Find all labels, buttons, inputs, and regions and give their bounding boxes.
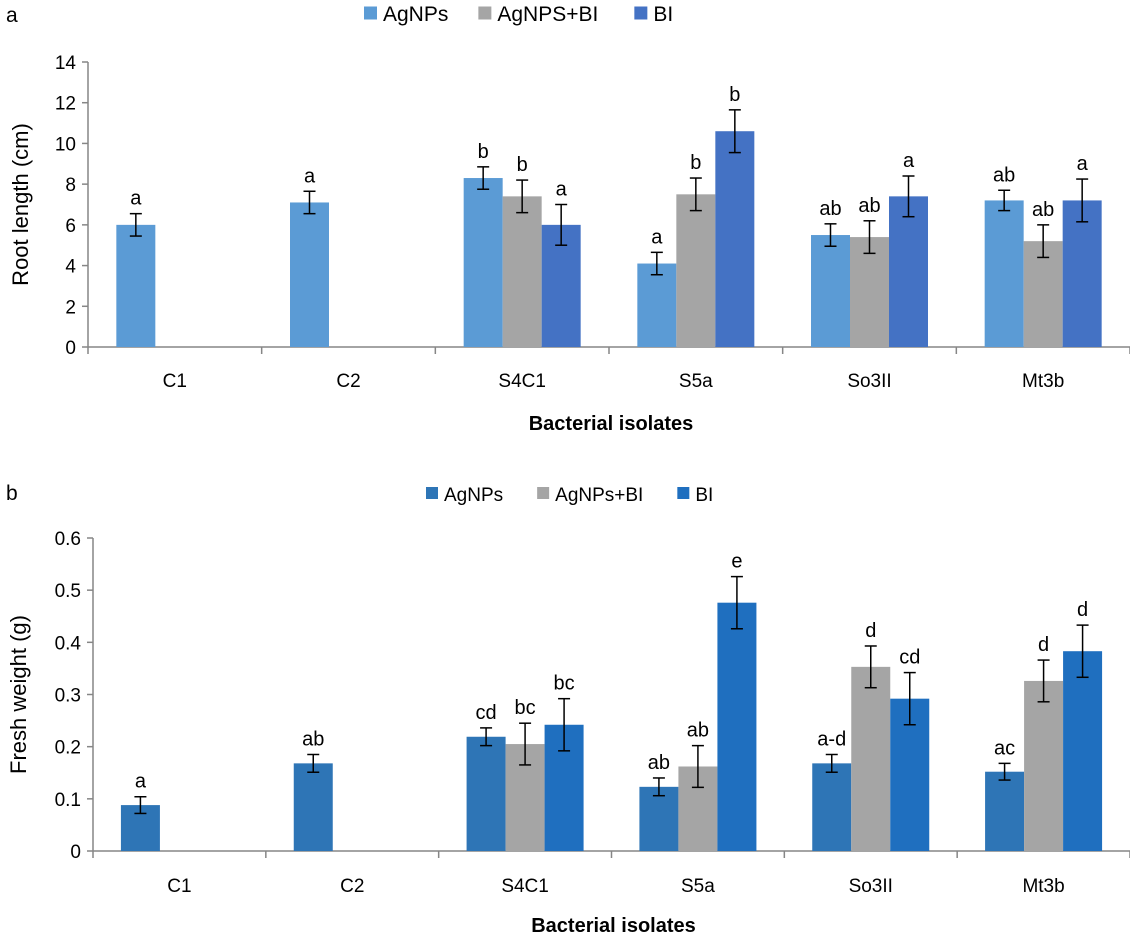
bar: [850, 237, 889, 347]
significance-label: ab: [993, 164, 1015, 186]
y-tick-label: 0.3: [55, 686, 81, 707]
y-tick-label: 0.1: [55, 790, 81, 811]
significance-label: cd: [476, 702, 497, 724]
significance-label: a: [903, 150, 915, 172]
significance-label: d: [865, 620, 876, 642]
bar: [715, 131, 755, 347]
y-tick-label: 6: [65, 216, 76, 237]
bar: [889, 196, 928, 347]
bar: [676, 194, 716, 347]
significance-label: e: [731, 551, 742, 573]
legend-swatch: [478, 6, 492, 20]
y-tick-label: 10: [55, 134, 76, 155]
significance-label: a: [651, 226, 663, 248]
y-axis-label: Fresh weight (g): [6, 615, 31, 774]
y-axis-label: Root length (cm): [8, 123, 33, 286]
significance-label: cd: [899, 647, 920, 669]
legend-swatch: [364, 6, 377, 20]
category-label: So3II: [847, 371, 891, 392]
significance-label: ab: [1032, 199, 1054, 221]
bar: [1023, 241, 1063, 347]
panel-label: a: [6, 4, 18, 27]
significance-label: b: [690, 152, 701, 174]
bar: [1063, 651, 1103, 851]
legend-entry: AgNPs+BI: [555, 485, 643, 506]
category-label: Mt3b: [1022, 876, 1064, 897]
bar: [502, 196, 542, 347]
significance-label: a-d: [817, 728, 846, 750]
category-label: So3II: [849, 876, 893, 897]
category-label: C1: [167, 876, 191, 897]
y-tick-label: 0.6: [55, 529, 81, 550]
bar: [851, 666, 891, 851]
bar: [717, 602, 757, 851]
y-tick-label: 12: [55, 94, 76, 115]
bar: [811, 235, 850, 347]
category-label: S5a: [679, 371, 713, 392]
bar: [290, 202, 329, 347]
panel-label: b: [6, 482, 18, 505]
legend-swatch: [634, 6, 648, 20]
panel-b: b AgNPs AgNPs+BI BI 0 0.1 0.2 0.3 0.4 0.5 0.6 Fresh…: [6, 482, 1130, 935]
bar: [812, 763, 852, 851]
category-label: Mt3b: [1022, 371, 1064, 392]
significance-label: b: [517, 154, 528, 176]
legend-entry: AgNPS+BI: [497, 3, 598, 26]
category-label: C2: [336, 371, 360, 392]
significance-label: a: [304, 165, 316, 187]
legend-swatch: [537, 487, 550, 499]
category-label: S4C1: [498, 371, 546, 392]
x-axis-label: Bacterial isolates: [531, 915, 696, 935]
bar: [116, 224, 156, 347]
legend-entry: AgNPs: [383, 3, 448, 26]
y-tick-label: 0.2: [55, 738, 81, 759]
category-label: S5a: [681, 876, 715, 897]
significance-label: b: [729, 84, 740, 106]
significance-label: bc: [554, 673, 575, 695]
significance-label: ab: [302, 728, 324, 750]
y-tick-label: 0.4: [55, 633, 82, 654]
category-label: C2: [340, 876, 364, 897]
y-tick-label: 14: [55, 53, 77, 74]
significance-label: d: [1077, 599, 1088, 621]
significance-label: b: [478, 141, 489, 163]
bar: [463, 178, 503, 347]
legend-swatch: [677, 487, 690, 499]
y-tick-label: 4: [65, 257, 76, 278]
bar: [985, 771, 1025, 851]
legend-entry: AgNPs: [444, 485, 503, 506]
bar: [466, 736, 506, 851]
y-tick-label: 2: [65, 297, 76, 318]
significance-label: a: [556, 179, 568, 201]
x-axis-label: Bacterial isolates: [529, 413, 694, 435]
legend-swatch: [426, 487, 438, 499]
significance-label: ab: [819, 198, 841, 220]
legend-entry: BI: [653, 3, 673, 26]
bar: [639, 786, 679, 851]
category-label: C1: [163, 371, 187, 392]
y-tick-label: 8: [65, 175, 76, 196]
bar: [637, 263, 677, 347]
y-tick-label: 0.5: [55, 581, 81, 602]
significance-label: a: [135, 771, 147, 793]
legend-entry: BI: [695, 485, 713, 506]
significance-label: a: [130, 188, 142, 210]
significance-label: a: [1077, 153, 1089, 175]
category-label: S4C1: [501, 876, 549, 897]
y-tick-label: 0: [70, 842, 81, 863]
significance-label: bc: [515, 697, 536, 719]
bar: [293, 763, 333, 851]
significance-label: d: [1038, 634, 1049, 656]
significance-label: ac: [994, 737, 1015, 759]
bar: [1062, 200, 1102, 347]
significance-label: ab: [687, 720, 709, 742]
bar: [984, 200, 1024, 347]
significance-label: ab: [858, 195, 880, 217]
y-tick-label: 0: [65, 338, 76, 359]
bar: [1024, 680, 1064, 851]
significance-label: ab: [648, 752, 670, 774]
panel-a: a AgNPs AgNPS+BI BI 0 2 4 6 8 10 12 14 Root length (…: [6, 3, 1130, 435]
